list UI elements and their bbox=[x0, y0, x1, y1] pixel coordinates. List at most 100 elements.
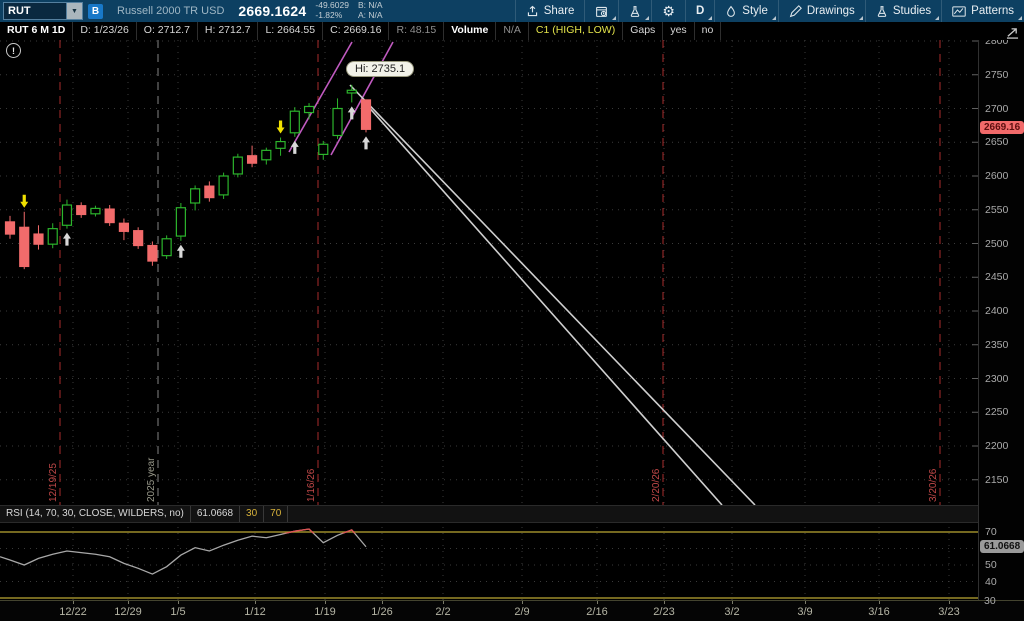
ohlc-readout-bar: RUT 6 M 1D D: 1/23/26 O: 2712.7 H: 2712.7 L:… bbox=[0, 22, 1024, 40]
style-icon bbox=[725, 5, 737, 18]
price-change: -49.6029 -1.82% bbox=[315, 0, 349, 21]
timeframe-button[interactable]: D bbox=[684, 0, 714, 22]
candle bbox=[218, 175, 229, 196]
last-price-bubble: 2669.16 bbox=[980, 121, 1024, 135]
rsi-high-level: 70 bbox=[264, 506, 289, 522]
ohlc-item: no bbox=[695, 22, 722, 40]
ohlc-item: N/A bbox=[496, 22, 529, 40]
ohlc-item: C: 2669.16 bbox=[323, 22, 390, 40]
change-value: -49.6029 bbox=[315, 0, 349, 11]
patterns-icon bbox=[952, 5, 966, 18]
ohlc-item: C1 (HIGH, LOW) bbox=[529, 22, 624, 40]
candle bbox=[33, 233, 44, 245]
date-tick bbox=[949, 601, 950, 604]
price-tick-label: 2500 bbox=[985, 237, 1009, 250]
studies-label: Studies bbox=[892, 5, 932, 17]
date-tick-label: 2/23 bbox=[653, 606, 675, 618]
rsi-study-label[interactable]: RSI (14, 70, 30, CLOSE, WILDERS, no) bbox=[0, 506, 191, 522]
candle bbox=[289, 110, 300, 134]
rsi-line bbox=[0, 528, 367, 575]
date-tick-label: 1/19 bbox=[314, 606, 336, 618]
rsi-tick-label: 50 bbox=[985, 559, 997, 571]
drawings-label: Drawings bbox=[806, 5, 855, 17]
ohlc-item: RUT 6 M 1D bbox=[0, 22, 74, 40]
signal-arrow bbox=[176, 244, 185, 258]
ask-value: A: N/A bbox=[357, 10, 383, 20]
ohlc-item: Gaps bbox=[623, 22, 664, 40]
price-tick-label: 2400 bbox=[985, 305, 1009, 317]
candle bbox=[76, 205, 87, 216]
info-icon[interactable]: ! bbox=[6, 43, 21, 58]
candle bbox=[61, 204, 73, 226]
ohlc-item: O: 2712.7 bbox=[137, 22, 198, 40]
white-channel-lower[interactable] bbox=[365, 103, 723, 505]
rsi-study-header: RSI (14, 70, 30, CLOSE, WILDERS, no) 61.… bbox=[0, 505, 978, 523]
price-axis: 2669.16 61.0668 2800 2750 2700 2650 2600 2550… bbox=[978, 35, 1024, 600]
bid-value: B: N/A bbox=[357, 0, 383, 11]
candle bbox=[204, 185, 215, 199]
style-button[interactable]: Style bbox=[714, 0, 778, 22]
symbol-dropdown-arrow[interactable]: ▼ bbox=[66, 3, 82, 19]
price-tick-label: 2550 bbox=[985, 203, 1009, 216]
signal-arrow bbox=[362, 136, 370, 150]
date-tick-label: 1/26 bbox=[371, 606, 393, 618]
chart-badge[interactable]: B bbox=[88, 3, 103, 19]
gear-icon: ⚙ bbox=[662, 3, 675, 19]
share-icon bbox=[526, 5, 539, 18]
ohlc-item: Volume bbox=[444, 22, 497, 40]
rsi-chart[interactable] bbox=[0, 521, 978, 600]
patterns-button[interactable]: Patterns bbox=[941, 0, 1024, 22]
symbol-input[interactable] bbox=[4, 3, 66, 19]
maximize-icon[interactable] bbox=[1006, 26, 1019, 44]
price-tick-label: 2200 bbox=[985, 440, 1009, 452]
rsi-tick-label: 40 bbox=[985, 575, 997, 588]
price-tick-label: 2600 bbox=[985, 170, 1009, 182]
candle bbox=[232, 156, 243, 175]
candle bbox=[261, 149, 272, 161]
calendar-icon bbox=[595, 5, 608, 18]
magenta-channel-upper[interactable] bbox=[288, 41, 353, 153]
timeframe-label: D bbox=[695, 5, 705, 17]
date-tick bbox=[128, 601, 129, 604]
drawings-button[interactable]: Drawings bbox=[777, 0, 865, 22]
candle bbox=[332, 107, 343, 137]
expiration-label: 12/19/25 bbox=[48, 463, 59, 502]
candle bbox=[104, 208, 115, 224]
settings-button[interactable]: ⚙ bbox=[651, 0, 685, 22]
year-label: 2025 year bbox=[146, 457, 157, 502]
date-tick bbox=[805, 601, 806, 604]
candle bbox=[175, 207, 186, 237]
studies-flask-icon bbox=[876, 5, 888, 18]
date-tick bbox=[178, 601, 179, 604]
candle bbox=[19, 226, 30, 268]
ohlc-item: D: 1/23/26 bbox=[73, 22, 137, 40]
bid-ask: B: N/A A: N/A bbox=[357, 0, 383, 21]
price-tick-label: 2150 bbox=[985, 473, 1009, 486]
rsi-current-value: 61.0668 bbox=[191, 506, 241, 522]
share-button[interactable]: Share bbox=[514, 0, 585, 22]
white-channel-upper[interactable] bbox=[349, 84, 756, 505]
candle bbox=[275, 140, 286, 149]
flask-icon bbox=[629, 5, 641, 18]
quick-study-button[interactable] bbox=[618, 0, 651, 22]
date-tick-label: 2/16 bbox=[586, 606, 608, 618]
candle bbox=[90, 207, 101, 215]
signal-arrow bbox=[20, 194, 29, 208]
toolbar-buttons: Share ⚙ D Style Drawings Studies Pattern… bbox=[514, 0, 1024, 22]
date-tick bbox=[325, 601, 326, 604]
studies-button[interactable]: Studies bbox=[864, 0, 941, 22]
date-tick bbox=[382, 601, 383, 604]
price-chart[interactable]: 12/19/25 2025 year 1/16/26 2/20/26 3/20/26 bbox=[0, 40, 978, 505]
rsi-tick-label: 70 bbox=[985, 526, 997, 538]
calendar-button[interactable] bbox=[584, 0, 618, 22]
candle bbox=[147, 244, 158, 262]
price-tick-label: 2350 bbox=[985, 338, 1009, 351]
date-tick bbox=[443, 601, 444, 604]
date-tick-label: 3/9 bbox=[797, 606, 813, 618]
date-tick-label: 1/12 bbox=[244, 606, 266, 618]
symbol-description: Russell 2000 TR USD bbox=[117, 5, 225, 17]
signal-arrow bbox=[290, 140, 299, 154]
date-tick-label: 12/22 bbox=[59, 606, 87, 618]
high-tooltip: Hi: 2735.1 bbox=[346, 61, 415, 77]
price-tick-label: 2700 bbox=[985, 102, 1009, 115]
